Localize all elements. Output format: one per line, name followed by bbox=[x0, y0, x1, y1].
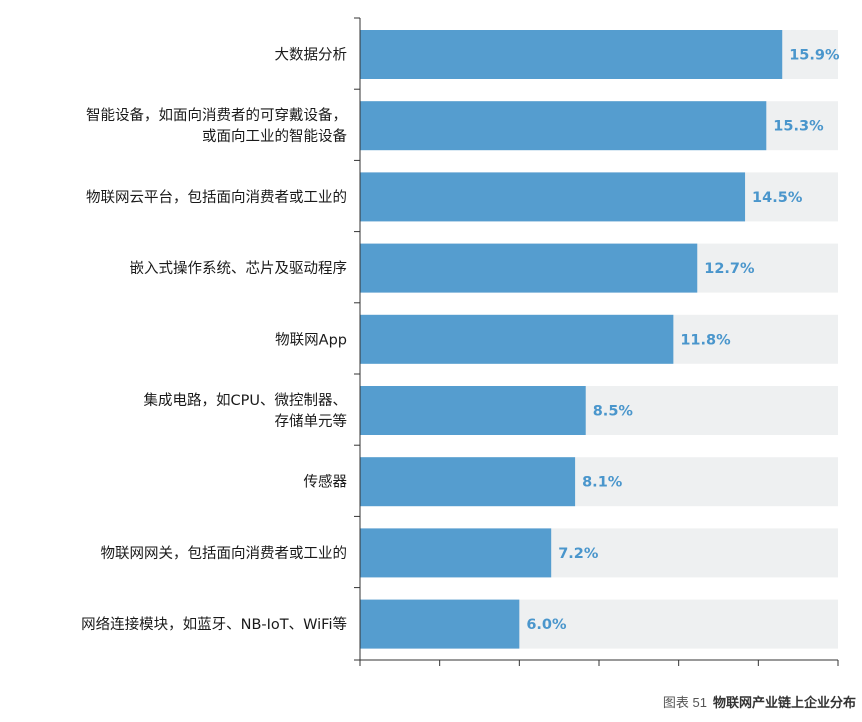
bar bbox=[360, 30, 783, 79]
category-label: 嵌入式操作系统、芯片及驱动程序 bbox=[130, 260, 348, 277]
value-label: 12.7% bbox=[704, 261, 755, 277]
category-label: 物联网App bbox=[275, 331, 347, 348]
value-label: 15.9% bbox=[789, 48, 840, 64]
bars bbox=[360, 30, 783, 649]
bar bbox=[360, 599, 520, 649]
value-label: 15.3% bbox=[773, 119, 824, 135]
bar bbox=[360, 101, 767, 151]
category-label: 智能设备，如面向消费者的可穿戴设备， bbox=[86, 107, 347, 124]
axes bbox=[354, 17, 839, 666]
figure-caption: 图表 51 物联网产业链上企业分布 bbox=[663, 692, 856, 711]
bar bbox=[360, 314, 674, 364]
category-label: 传感器 bbox=[304, 474, 348, 491]
category-label: 物联网云平台，包括面向消费者或工业的 bbox=[86, 189, 347, 206]
value-label: 8.5% bbox=[593, 404, 634, 420]
value-label: 11.8% bbox=[680, 332, 731, 348]
category-label: 集成电路，如CPU、微控制器、 bbox=[144, 392, 347, 409]
bar bbox=[360, 172, 746, 222]
value-labels: 15.9% 15.3% 14.5% 12.7% 11.8% 8.5% 8.1% 7.2% 6.0… bbox=[526, 48, 840, 634]
caption-number: 图表 51 bbox=[662, 695, 707, 710]
value-label: 6.0% bbox=[526, 617, 567, 633]
bar bbox=[360, 528, 552, 578]
value-label: 7.2% bbox=[558, 546, 599, 562]
bar bbox=[360, 386, 586, 435]
category-label: 或面向工业的智能设备 bbox=[202, 128, 347, 145]
bar bbox=[360, 243, 698, 293]
value-label: 14.5% bbox=[752, 190, 803, 206]
caption-title: 物联网产业链上企业分布 bbox=[712, 696, 856, 711]
category-label: 存储单元等 bbox=[275, 412, 348, 430]
category-label: 物联网网关，包括面向消费者或工业的 bbox=[101, 545, 348, 562]
category-label: 大数据分析 bbox=[275, 47, 348, 64]
bar bbox=[360, 457, 576, 507]
value-label: 8.1% bbox=[582, 475, 623, 491]
category-label: 网络连接模块，如蓝牙、NB-IoT、WiFi等 bbox=[81, 615, 347, 633]
